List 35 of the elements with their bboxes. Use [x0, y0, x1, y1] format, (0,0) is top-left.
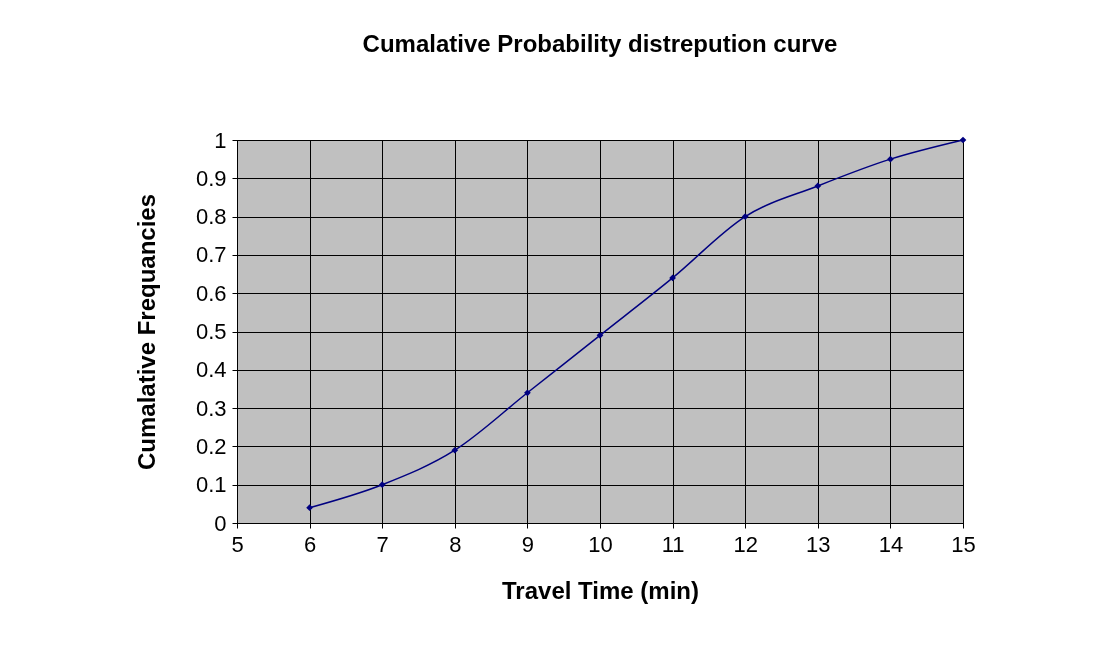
y-tick-label: 0.3: [195, 395, 227, 421]
x-tick-label: 6: [303, 531, 317, 557]
y-tick-label: 0.5: [195, 319, 227, 344]
point: [524, 389, 531, 397]
x-tick-label: 13: [806, 531, 831, 557]
x-axis-title: Travel Time (min): [502, 576, 699, 604]
y-tick-label: 0: [214, 510, 227, 536]
x-tick-label: 10: [588, 531, 613, 557]
point: [669, 274, 676, 282]
y-tick-label: 0.8: [195, 204, 227, 230]
point: [596, 331, 604, 339]
y-tick-label: 0.4: [195, 357, 227, 383]
point: [378, 481, 386, 489]
y-tick-label: 0.9: [195, 165, 227, 191]
x-tick-label: 15: [951, 531, 976, 557]
x-tick-label: 9: [521, 531, 535, 557]
y-tick-label: 0.7: [195, 242, 227, 268]
point: [814, 182, 822, 190]
point: [741, 213, 749, 220]
y-tick-label: 0.6: [195, 280, 227, 306]
x-tick-label: 8: [449, 531, 462, 557]
y-tick-label: 0.2: [195, 433, 227, 459]
point: [959, 136, 967, 144]
x-tick-label: 14: [878, 531, 904, 557]
point: [887, 155, 894, 163]
chart-title: Cumalative Probability distrepution curve: [362, 30, 838, 57]
point: [306, 504, 313, 512]
point: [451, 446, 459, 454]
x-tick-label: 11: [661, 531, 685, 557]
y-tick-label: 1: [214, 127, 227, 153]
x-tick-label: 12: [733, 531, 758, 557]
y-axis-title: Cumalative Frequancies: [132, 193, 160, 471]
y-tick-label: 0.1: [195, 472, 227, 498]
x-tick-label: 5: [231, 531, 244, 557]
x-tick-label: 7: [376, 531, 389, 557]
